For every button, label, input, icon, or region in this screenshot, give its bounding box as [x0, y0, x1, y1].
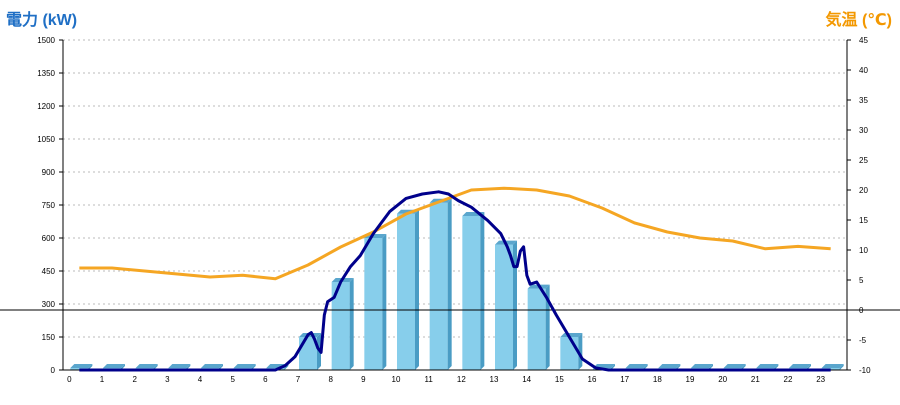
bar-front — [331, 282, 350, 370]
y-right-tick-label: 45 — [859, 36, 868, 45]
y-left-tick-label: 150 — [42, 333, 56, 342]
y-left-tick-label: 1500 — [37, 36, 55, 45]
x-tick-label: 17 — [620, 375, 629, 384]
y-right-tick-label: 15 — [859, 216, 868, 225]
bar-side — [545, 284, 550, 370]
bar-side — [578, 333, 583, 370]
bar-top — [821, 364, 844, 368]
bar-front — [397, 213, 415, 370]
x-tick-label: 20 — [718, 375, 727, 384]
x-tick-label: 22 — [784, 375, 793, 384]
bar-side — [415, 209, 419, 370]
bar-top — [625, 364, 648, 368]
x-tick-label: 9 — [361, 375, 366, 384]
x-tick-label: 5 — [230, 375, 235, 384]
y-right-tick-label: -5 — [859, 336, 867, 345]
y-right-tick-label: 25 — [859, 156, 868, 165]
power-line — [79, 190, 831, 372]
x-tick-label: 6 — [263, 375, 268, 384]
bar-top — [103, 364, 125, 368]
bar-top — [135, 364, 158, 368]
y-right-tick-label: 30 — [859, 126, 868, 135]
x-tick-label: 21 — [751, 375, 760, 384]
y-right-tick-label: 5 — [859, 276, 864, 285]
x-tick-label: 13 — [490, 375, 499, 384]
y-right-tick-label: 40 — [859, 66, 868, 75]
bar-front — [560, 337, 579, 370]
x-tick-label: 23 — [816, 375, 825, 384]
x-tick-label: 8 — [328, 375, 333, 384]
y-left-tick-label: 450 — [42, 267, 56, 276]
y-left-tick-label: 1350 — [37, 69, 55, 78]
y-right-tick-label: 35 — [859, 96, 868, 105]
bar-side — [349, 278, 354, 370]
x-tick-label: 11 — [425, 375, 434, 384]
bar-front — [429, 202, 448, 370]
y-left-tick-label: 600 — [42, 234, 56, 243]
y-right-tick-label: 20 — [859, 186, 868, 195]
y-left-tick-label: 1050 — [37, 135, 55, 144]
bar-side — [839, 364, 844, 370]
bar-top — [658, 364, 681, 368]
x-tick-label: 18 — [653, 375, 662, 384]
bar-side — [382, 234, 387, 370]
bar-front — [527, 288, 546, 370]
x-tick-label: 12 — [457, 375, 466, 384]
y-axis-left-title: 電力 (kW) — [6, 12, 78, 29]
y-axis-right-title: 気温 (℃) — [825, 12, 892, 29]
y-left-tick-label: 300 — [42, 300, 56, 309]
bar-side — [447, 198, 452, 370]
x-tick-label: 4 — [198, 375, 203, 384]
temperature-line — [79, 186, 831, 281]
y-left-tick-label: 0 — [51, 366, 56, 375]
bar-top — [723, 364, 746, 368]
bar-top — [789, 364, 811, 368]
x-tick-label: 14 — [522, 375, 531, 384]
y-right-tick-label: -10 — [859, 366, 871, 375]
x-tick-label: 19 — [686, 375, 695, 384]
y-left-tick-label: 900 — [42, 168, 56, 177]
x-tick-label: 7 — [296, 375, 301, 384]
x-tick-label: 3 — [165, 375, 170, 384]
bar-side — [513, 240, 517, 370]
bar-top — [691, 364, 713, 368]
bar-top — [756, 364, 779, 368]
x-tick-label: 1 — [100, 375, 105, 384]
bar-front — [495, 244, 513, 370]
bar-top — [201, 364, 223, 368]
bar-top — [168, 364, 191, 368]
bar-side — [480, 212, 485, 370]
y-left-tick-label: 750 — [42, 201, 56, 210]
bar-front — [364, 238, 383, 370]
x-tick-label: 16 — [588, 375, 597, 384]
bar-top — [233, 364, 256, 368]
x-tick-label: 2 — [132, 375, 137, 384]
y-left-tick-label: 1200 — [37, 102, 55, 111]
x-tick-label: 0 — [67, 375, 72, 384]
bar-top — [70, 364, 93, 368]
bar-front — [462, 216, 481, 370]
y-right-tick-label: 10 — [859, 246, 868, 255]
x-tick-label: 15 — [555, 375, 564, 384]
x-tick-label: 10 — [392, 375, 401, 384]
